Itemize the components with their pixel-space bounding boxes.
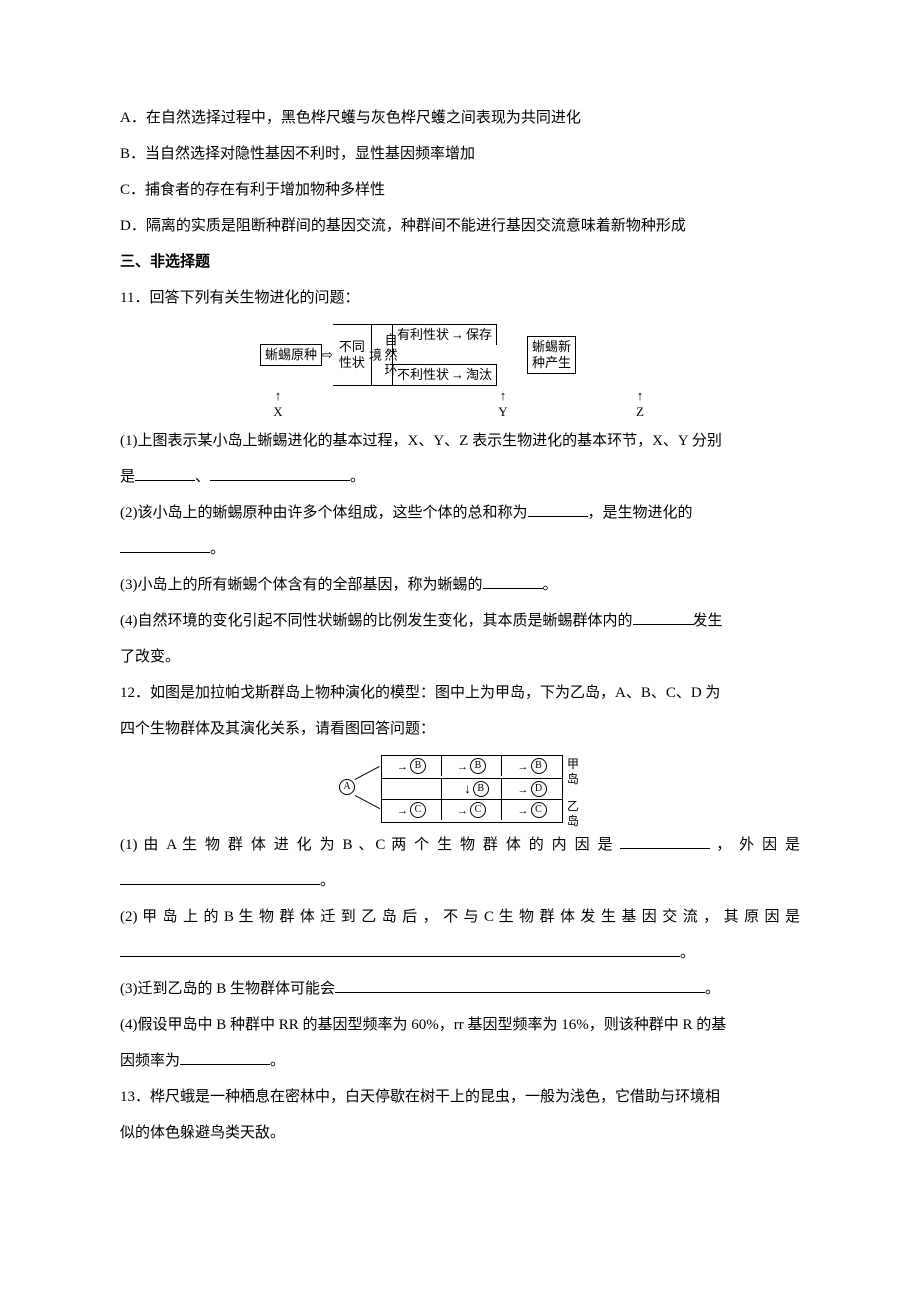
- q11-2a: (2)该小岛上的蜥蜴原种由许多个体组成，这些个体的总和称为 ，是生物进化的: [120, 495, 800, 531]
- blank: [135, 465, 195, 481]
- d1-top-a: 有利性状: [397, 327, 449, 343]
- arrow-icon: [518, 758, 529, 774]
- d2-node: B: [470, 758, 486, 774]
- d1-bot-b: 淘汰: [466, 367, 492, 383]
- arrow-up-icon: ↑: [260, 388, 296, 404]
- arrow-icon: →: [451, 367, 464, 383]
- q11-3: (3)小岛上的所有蜥蜴个体含有的全部基因，称为蜥蜴的 。: [120, 567, 800, 603]
- page: A．在自然选择过程中，黑色桦尺蠖与灰色桦尺蠖之间表现为共同进化 B．当自然选择对…: [0, 0, 920, 1302]
- option-c: C．捕食者的存在有利于增加物种多样性: [120, 172, 800, 208]
- text: 。: [270, 1053, 285, 1069]
- q12-stem-a: 12．如图是加拉帕戈斯群岛上物种演化的模型：图中上为甲岛，下为乙岛，A、B、C、…: [120, 675, 800, 711]
- d2-island-a: 甲岛: [567, 757, 585, 786]
- option-a: A．在自然选择过程中，黑色桦尺蠖与灰色桦尺蠖之间表现为共同进化: [120, 100, 800, 136]
- text: 。: [705, 981, 720, 997]
- d1-top-b: 保存: [466, 327, 492, 343]
- d1-z: Z: [620, 404, 660, 420]
- section-3-title: 三、非选择题: [120, 244, 800, 280]
- blank: [210, 465, 350, 481]
- option-d: D．隔离的实质是阻断种群间的基因交流，种群间不能进行基因交流意味着新物种形成: [120, 208, 800, 244]
- q12-4a: (4)假设甲岛中 B 种群中 RR 的基因型频率为 60%，rr 基因型频率为 …: [120, 1007, 800, 1043]
- blank: [633, 609, 693, 625]
- text: 。: [350, 469, 365, 485]
- q12-2b: 。: [120, 935, 800, 971]
- arrow-up-icon: ↑: [620, 388, 660, 404]
- blank: [528, 501, 588, 517]
- text: ，是生物进化的: [588, 505, 693, 521]
- arrow-icon: [397, 758, 408, 774]
- arrow-down-icon: ↓: [464, 781, 471, 797]
- d2-node: B: [473, 781, 489, 797]
- q12-2a: (2) 甲 岛 上 的 B 生 物 群 体 迁 到 乙 岛 后 ， 不 与 C …: [120, 899, 800, 935]
- text: (4)自然环境的变化引起不同性状蜥蜴的比例发生变化，其本质是蜥蜴群体内的: [120, 613, 633, 629]
- arrow-icon: [518, 802, 529, 818]
- arrow-up-icon: ↑: [483, 388, 523, 404]
- blank: [335, 977, 705, 993]
- d1-right-box: 蜥蜴新 种产生: [527, 336, 576, 373]
- q11-1a: (1)上图表示某小岛上蜥蜴进化的基本过程，X、Y、Z 表示生物进化的基本环节，X…: [120, 423, 800, 459]
- d2-node-a: A: [339, 779, 355, 795]
- d1-bot-a: 不利性状: [397, 367, 449, 383]
- q12-1a: (1) 由 A 生 物 群 体 进 化 为 B 、C 两 个 生 物 群 体 的…: [120, 827, 800, 863]
- d1-env-box: 自然环境: [371, 324, 393, 386]
- d2-node: C: [410, 802, 426, 818]
- text: (3)迁到乙岛的 B 生物群体可能会: [120, 981, 335, 997]
- q12-stem-b: 四个生物群体及其演化关系，请看图回答问题：: [120, 711, 800, 747]
- q12-diagram: A B B B ↓B D C C C 甲岛 乙岛: [335, 755, 585, 823]
- text: (1) 由 A 生 物 群 体 进 化 为 B 、C 两 个 生 物 群 体 的…: [120, 837, 620, 853]
- text: 发生: [693, 613, 723, 629]
- arrow-icon: [518, 781, 529, 797]
- option-b: B．当自然选择对隐性基因不利时，显性基因频率增加: [120, 136, 800, 172]
- text: 是: [120, 469, 135, 485]
- d2-node: D: [531, 781, 547, 797]
- q13-b: 似的体色躲避鸟类天敌。: [120, 1115, 800, 1151]
- q11-diagram: 蜥蜴原种 ⇨ 不同 性状 自然环境 有利性状 → 保存 不利性状 → 淘汰: [260, 324, 660, 419]
- d1-left-box: 蜥蜴原种: [260, 344, 322, 366]
- text: 。: [320, 873, 335, 889]
- arrow-icon: [457, 758, 468, 774]
- arrow-icon: [457, 802, 468, 818]
- line-icon: [355, 795, 381, 810]
- d1-mid-text: 不同 性状: [339, 339, 365, 370]
- d2-node: C: [531, 802, 547, 818]
- text: 。: [210, 541, 225, 557]
- text: 。: [543, 577, 558, 593]
- q12-4b: 因频率为 。: [120, 1043, 800, 1079]
- blank: [120, 869, 320, 885]
- d1-x: X: [260, 404, 296, 420]
- q11-4b: 了改变。: [120, 639, 800, 675]
- blank: [120, 537, 210, 553]
- arrow-icon: →: [451, 327, 464, 343]
- q11-stem: 11．回答下列有关生物进化的问题：: [120, 280, 800, 316]
- d2-node: B: [531, 758, 547, 774]
- text: (2)该小岛上的蜥蜴原种由许多个体组成，这些个体的总和称为: [120, 505, 528, 521]
- blank: [483, 573, 543, 589]
- line-icon: [355, 766, 381, 781]
- q11-2b: 。: [120, 531, 800, 567]
- text: 因频率为: [120, 1053, 180, 1069]
- arrow-icon: [397, 802, 408, 818]
- d2-island-b: 乙岛: [567, 799, 585, 828]
- q12-3: (3)迁到乙岛的 B 生物群体可能会 。: [120, 971, 800, 1007]
- d1-arrow-outline: ⇨: [322, 347, 333, 363]
- q13-a: 13．桦尺蛾是一种栖息在密林中，白天停歇在树干上的昆虫，一般为浅色，它借助与环境…: [120, 1079, 800, 1115]
- d2-node: C: [470, 802, 486, 818]
- blank: [120, 941, 680, 957]
- blank: [620, 833, 710, 849]
- q11-1b: 是 、 。: [120, 459, 800, 495]
- d1-y: Y: [483, 404, 523, 420]
- text: (3)小岛上的所有蜥蜴个体含有的全部基因，称为蜥蜴的: [120, 577, 483, 593]
- blank: [180, 1049, 270, 1065]
- q11-4a: (4)自然环境的变化引起不同性状蜥蜴的比例发生变化，其本质是蜥蜴群体内的 发生: [120, 603, 800, 639]
- text: 。: [680, 945, 695, 961]
- q12-1b: 。: [120, 863, 800, 899]
- text: ， 外 因 是: [710, 837, 800, 853]
- d2-node: B: [410, 758, 426, 774]
- text: 、: [195, 469, 210, 485]
